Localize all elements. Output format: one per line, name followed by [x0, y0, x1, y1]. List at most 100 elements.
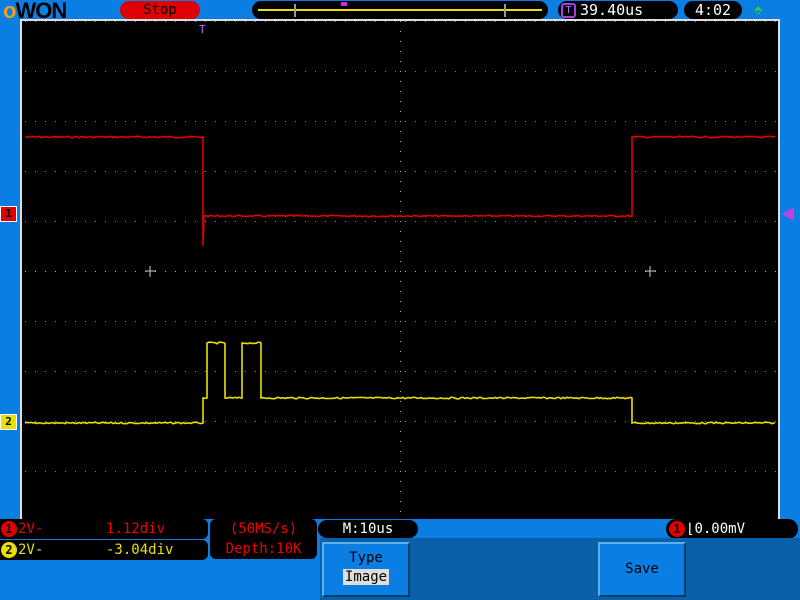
run-stop-status[interactable]: Stop — [120, 1, 200, 19]
grid-dot — [185, 171, 186, 172]
grid-dot — [225, 71, 226, 72]
grid-dot — [105, 121, 106, 122]
grid-dot — [305, 121, 306, 122]
grid-dot — [405, 421, 406, 422]
center-axis-dot — [400, 211, 401, 212]
grid-dot — [45, 21, 46, 22]
center-axis-dot — [695, 271, 696, 272]
grid-dot — [485, 221, 486, 222]
grid-dot — [285, 371, 286, 372]
grid-dot — [655, 421, 656, 422]
grid-dot — [135, 321, 136, 322]
grid-dot — [295, 121, 296, 122]
grid-dot — [315, 421, 316, 422]
grid-dot — [465, 221, 466, 222]
grid-dot — [675, 471, 676, 472]
grid-dot — [345, 121, 346, 122]
type-button[interactable]: Type Image — [322, 542, 410, 597]
grid-dot — [455, 371, 456, 372]
center-axis-dot — [265, 271, 266, 272]
grid-dot — [535, 421, 536, 422]
grid-dot — [375, 321, 376, 322]
grid-dot — [685, 371, 686, 372]
trigger-level-marker[interactable] — [782, 207, 794, 221]
grid-dot — [145, 121, 146, 122]
grid-dot — [665, 421, 666, 422]
grid-dot — [495, 321, 496, 322]
grid-dot — [385, 471, 386, 472]
grid-dot — [185, 321, 186, 322]
grid-dot — [545, 371, 546, 372]
center-axis-dot — [400, 191, 401, 192]
grid-dot — [45, 471, 46, 472]
grid-dot — [45, 371, 46, 372]
grid-dot — [775, 71, 776, 72]
grid-dot — [195, 421, 196, 422]
grid-dot — [715, 21, 716, 22]
center-axis-dot — [205, 271, 206, 272]
grid-dot — [245, 371, 246, 372]
grid-dot — [455, 71, 456, 72]
save-button[interactable]: Save — [598, 542, 686, 597]
grid-dot — [115, 221, 116, 222]
grid-dot — [475, 221, 476, 222]
grid-dot — [555, 171, 556, 172]
grid-dot — [245, 471, 246, 472]
grid-dot — [25, 221, 26, 222]
grid-dot — [95, 71, 96, 72]
grid-dot — [75, 471, 76, 472]
grid-dot — [315, 221, 316, 222]
grid-dot — [655, 471, 656, 472]
grid-dot — [325, 321, 326, 322]
grid-dot — [355, 471, 356, 472]
grid-dot — [215, 471, 216, 472]
grid-dot — [335, 71, 336, 72]
grid-dot — [625, 171, 626, 172]
grid-dot — [275, 71, 276, 72]
center-axis-dot — [400, 131, 401, 132]
grid-dot — [115, 421, 116, 422]
grid-dot — [695, 471, 696, 472]
grid-dot — [255, 71, 256, 72]
ch2-info[interactable]: 2 2V- -3.04div — [0, 540, 208, 560]
center-axis-dot — [400, 61, 401, 62]
grid-dot — [105, 171, 106, 172]
grid-dot — [115, 21, 116, 22]
grid-dot — [505, 371, 506, 372]
grid-dot — [575, 321, 576, 322]
grid-dot — [535, 371, 536, 372]
center-axis-dot — [400, 361, 401, 362]
grid-dot — [145, 21, 146, 22]
grid-dot — [185, 121, 186, 122]
grid-dot — [185, 371, 186, 372]
grid-dot — [495, 421, 496, 422]
grid-dot — [705, 471, 706, 472]
grid-dot — [145, 321, 146, 322]
ch1-info[interactable]: 1 2V- 1.12div — [0, 519, 208, 539]
grid-dot — [45, 321, 46, 322]
grid-dot — [605, 21, 606, 22]
grid-dot — [245, 421, 246, 422]
grid-dot — [425, 221, 426, 222]
grid-dot — [645, 121, 646, 122]
grid-dot — [775, 221, 776, 222]
grid-dot — [285, 471, 286, 472]
grid-dot — [205, 221, 206, 222]
center-axis-dot — [565, 271, 566, 272]
grid-dot — [605, 421, 606, 422]
center-axis-dot — [235, 271, 236, 272]
center-axis-dot — [400, 441, 401, 442]
ch1-level-marker[interactable]: 1 — [0, 206, 17, 222]
center-axis-dot — [505, 271, 506, 272]
grid-dot — [675, 21, 676, 22]
timebase-position-indicator[interactable] — [252, 1, 548, 19]
grid-dot — [365, 421, 366, 422]
ch2-level-marker[interactable]: 2 — [0, 414, 17, 430]
center-axis-dot — [545, 271, 546, 272]
grid-dot — [85, 221, 86, 222]
grid-dot — [375, 471, 376, 472]
grid-dot — [125, 421, 126, 422]
grid-dot — [695, 371, 696, 372]
grid-dot — [655, 221, 656, 222]
grid-dot — [125, 221, 126, 222]
